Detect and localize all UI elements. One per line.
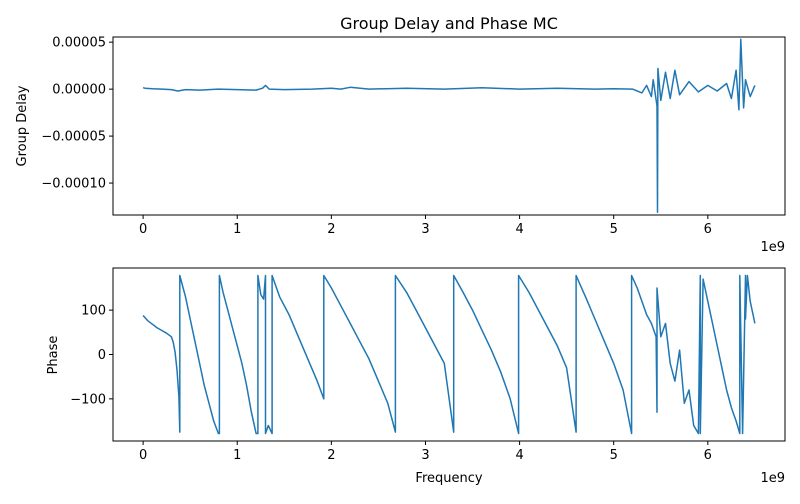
phase-axis-ticks: 0 1 2 3 4 5 6 100 0 −100: [70, 304, 712, 463]
group-delay-x-tick-label: 3: [421, 222, 429, 237]
phase-x-axis-label: Frequency: [415, 471, 482, 486]
figure-title: Group Delay and Phase MC: [340, 14, 558, 33]
group-delay-plot-frame: [112, 36, 786, 216]
phase-y-tick-label: −100: [70, 392, 106, 407]
group-delay-x-offset-text: 1e9: [760, 240, 785, 255]
phase-x-tick-label: 1: [233, 448, 241, 463]
phase-x-tick-label: 0: [139, 448, 147, 463]
group-delay-x-tick-label: 4: [515, 222, 523, 237]
group-delay-y-tick-label: −0.00010: [41, 177, 106, 192]
group-delay-panel: 0 1 2 3 4 5 6 0.00005 0.00000 −0.00005 −0.00010 Gr…: [15, 36, 786, 255]
phase-x-tick-label: 2: [327, 448, 335, 463]
group-delay-x-tick-label: 5: [610, 222, 618, 237]
phase-x-tick-label: 6: [704, 448, 712, 463]
phase-x-tick-label: 5: [610, 448, 618, 463]
group-delay-y-axis-label: Group Delay: [15, 85, 30, 166]
phase-line: [142, 274, 756, 435]
group-delay-line: [142, 38, 756, 213]
group-delay-x-tick-label: 1: [233, 222, 241, 237]
phase-plot-frame: [112, 267, 786, 442]
phase-panel: 0 1 2 3 4 5 6 100 0 −100 Phase Frequency 1e9: [46, 267, 786, 486]
phase-series: [142, 274, 756, 435]
phase-y-axis-label: Phase: [46, 336, 61, 375]
phase-y-tick-label: 100: [81, 304, 106, 319]
phase-y-tick-label: 0: [98, 348, 106, 363]
group-delay-x-tick-label: 6: [704, 222, 712, 237]
phase-x-tick-label: 4: [515, 448, 523, 463]
phase-x-offset-text: 1e9: [760, 471, 785, 486]
group-delay-y-tick-label: 0.00000: [52, 83, 106, 98]
group-delay-y-tick-label: −0.00005: [41, 130, 106, 145]
phase-x-tick-label: 3: [421, 448, 429, 463]
group-delay-x-tick-label: 2: [327, 222, 335, 237]
group-delay-x-tick-label: 0: [139, 222, 147, 237]
group-delay-y-tick-label: 0.00005: [52, 36, 106, 51]
group-delay-axis-ticks: 0 1 2 3 4 5 6 0.00005 0.00000 −0.00005 −0.00010: [41, 36, 712, 237]
group-delay-series: [142, 38, 756, 213]
